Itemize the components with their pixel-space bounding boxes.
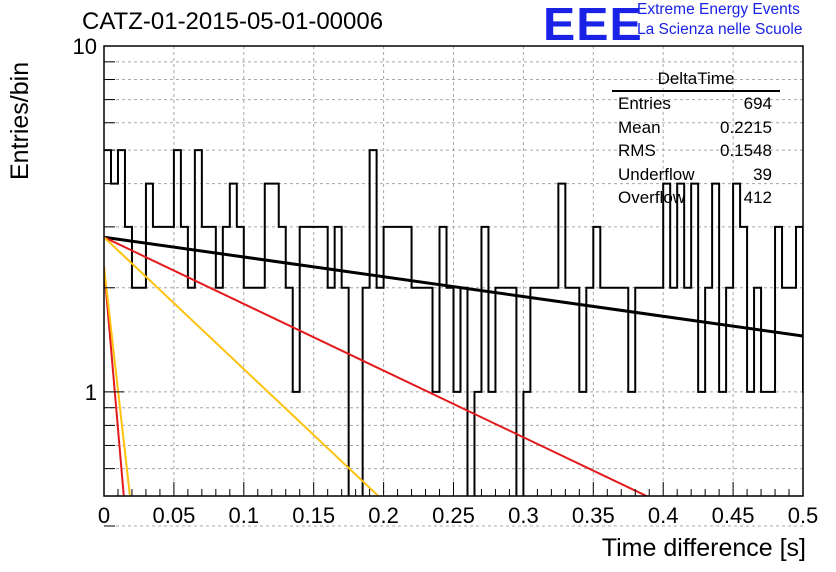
- x-tick-label: 0.05: [152, 503, 195, 528]
- fit-line-1: [104, 236, 649, 496]
- stats-value: 0.2215: [720, 117, 772, 137]
- stats-row-entries: Entries 694: [610, 92, 780, 116]
- stats-value: 694: [743, 94, 772, 113]
- stats-label: Underflow: [618, 164, 695, 184]
- fit-line-2: [104, 236, 380, 496]
- stats-label: RMS: [618, 141, 656, 160]
- x-tick-label: 0.1: [229, 503, 260, 528]
- stats-header: DeltaTime: [612, 68, 780, 92]
- fit-line-0: [104, 235, 803, 338]
- histogram-step-line: [104, 149, 803, 496]
- stats-value: 39: [753, 164, 772, 184]
- fit-line-4: [104, 266, 131, 496]
- stats-row-rms: RMS 0.1548: [610, 139, 780, 163]
- stats-box: DeltaTime Entries 694 Mean 0.2215 RMS 0.…: [610, 68, 780, 210]
- x-tick-label: 0: [98, 503, 110, 528]
- chart-title: CATZ-01-2015-05-01-00006: [82, 8, 384, 35]
- stats-row-overflow: Overflow 412: [610, 186, 780, 210]
- x-tick-label: 0.3: [508, 503, 539, 528]
- stats-row-underflow: Underflow 39: [610, 163, 780, 187]
- x-tick-label: 0.15: [292, 503, 335, 528]
- x-tick-label: 0.5: [788, 503, 819, 528]
- stats-label: Overflow: [618, 188, 686, 207]
- x-tick-label: 0.2: [368, 503, 399, 528]
- x-tick-label: 0.4: [648, 503, 679, 528]
- x-tick-label: 0.45: [712, 503, 755, 528]
- stats-label: Mean: [618, 117, 661, 137]
- y-tick-label: 1: [85, 380, 97, 405]
- stats-value: 412: [743, 188, 772, 207]
- x-tick-label: 0.35: [572, 503, 615, 528]
- y-axis-label: Entries/bin: [6, 61, 34, 180]
- logo-line-2: La Scienza nelle Scuole: [637, 21, 803, 38]
- x-tick-label: 0.25: [432, 503, 475, 528]
- fit-line-3: [104, 266, 125, 496]
- eee-logo: EEE: [543, 0, 643, 50]
- stats-value: 0.1548: [720, 141, 772, 160]
- histogram-bars: [104, 149, 803, 496]
- stats-label: Entries: [618, 94, 671, 113]
- stats-row-mean: Mean 0.2215: [610, 116, 780, 140]
- logo-line-1: Extreme Energy Events: [637, 1, 800, 18]
- x-axis-label: Time difference [s]: [601, 534, 806, 562]
- y-tick-label: 10: [73, 34, 97, 59]
